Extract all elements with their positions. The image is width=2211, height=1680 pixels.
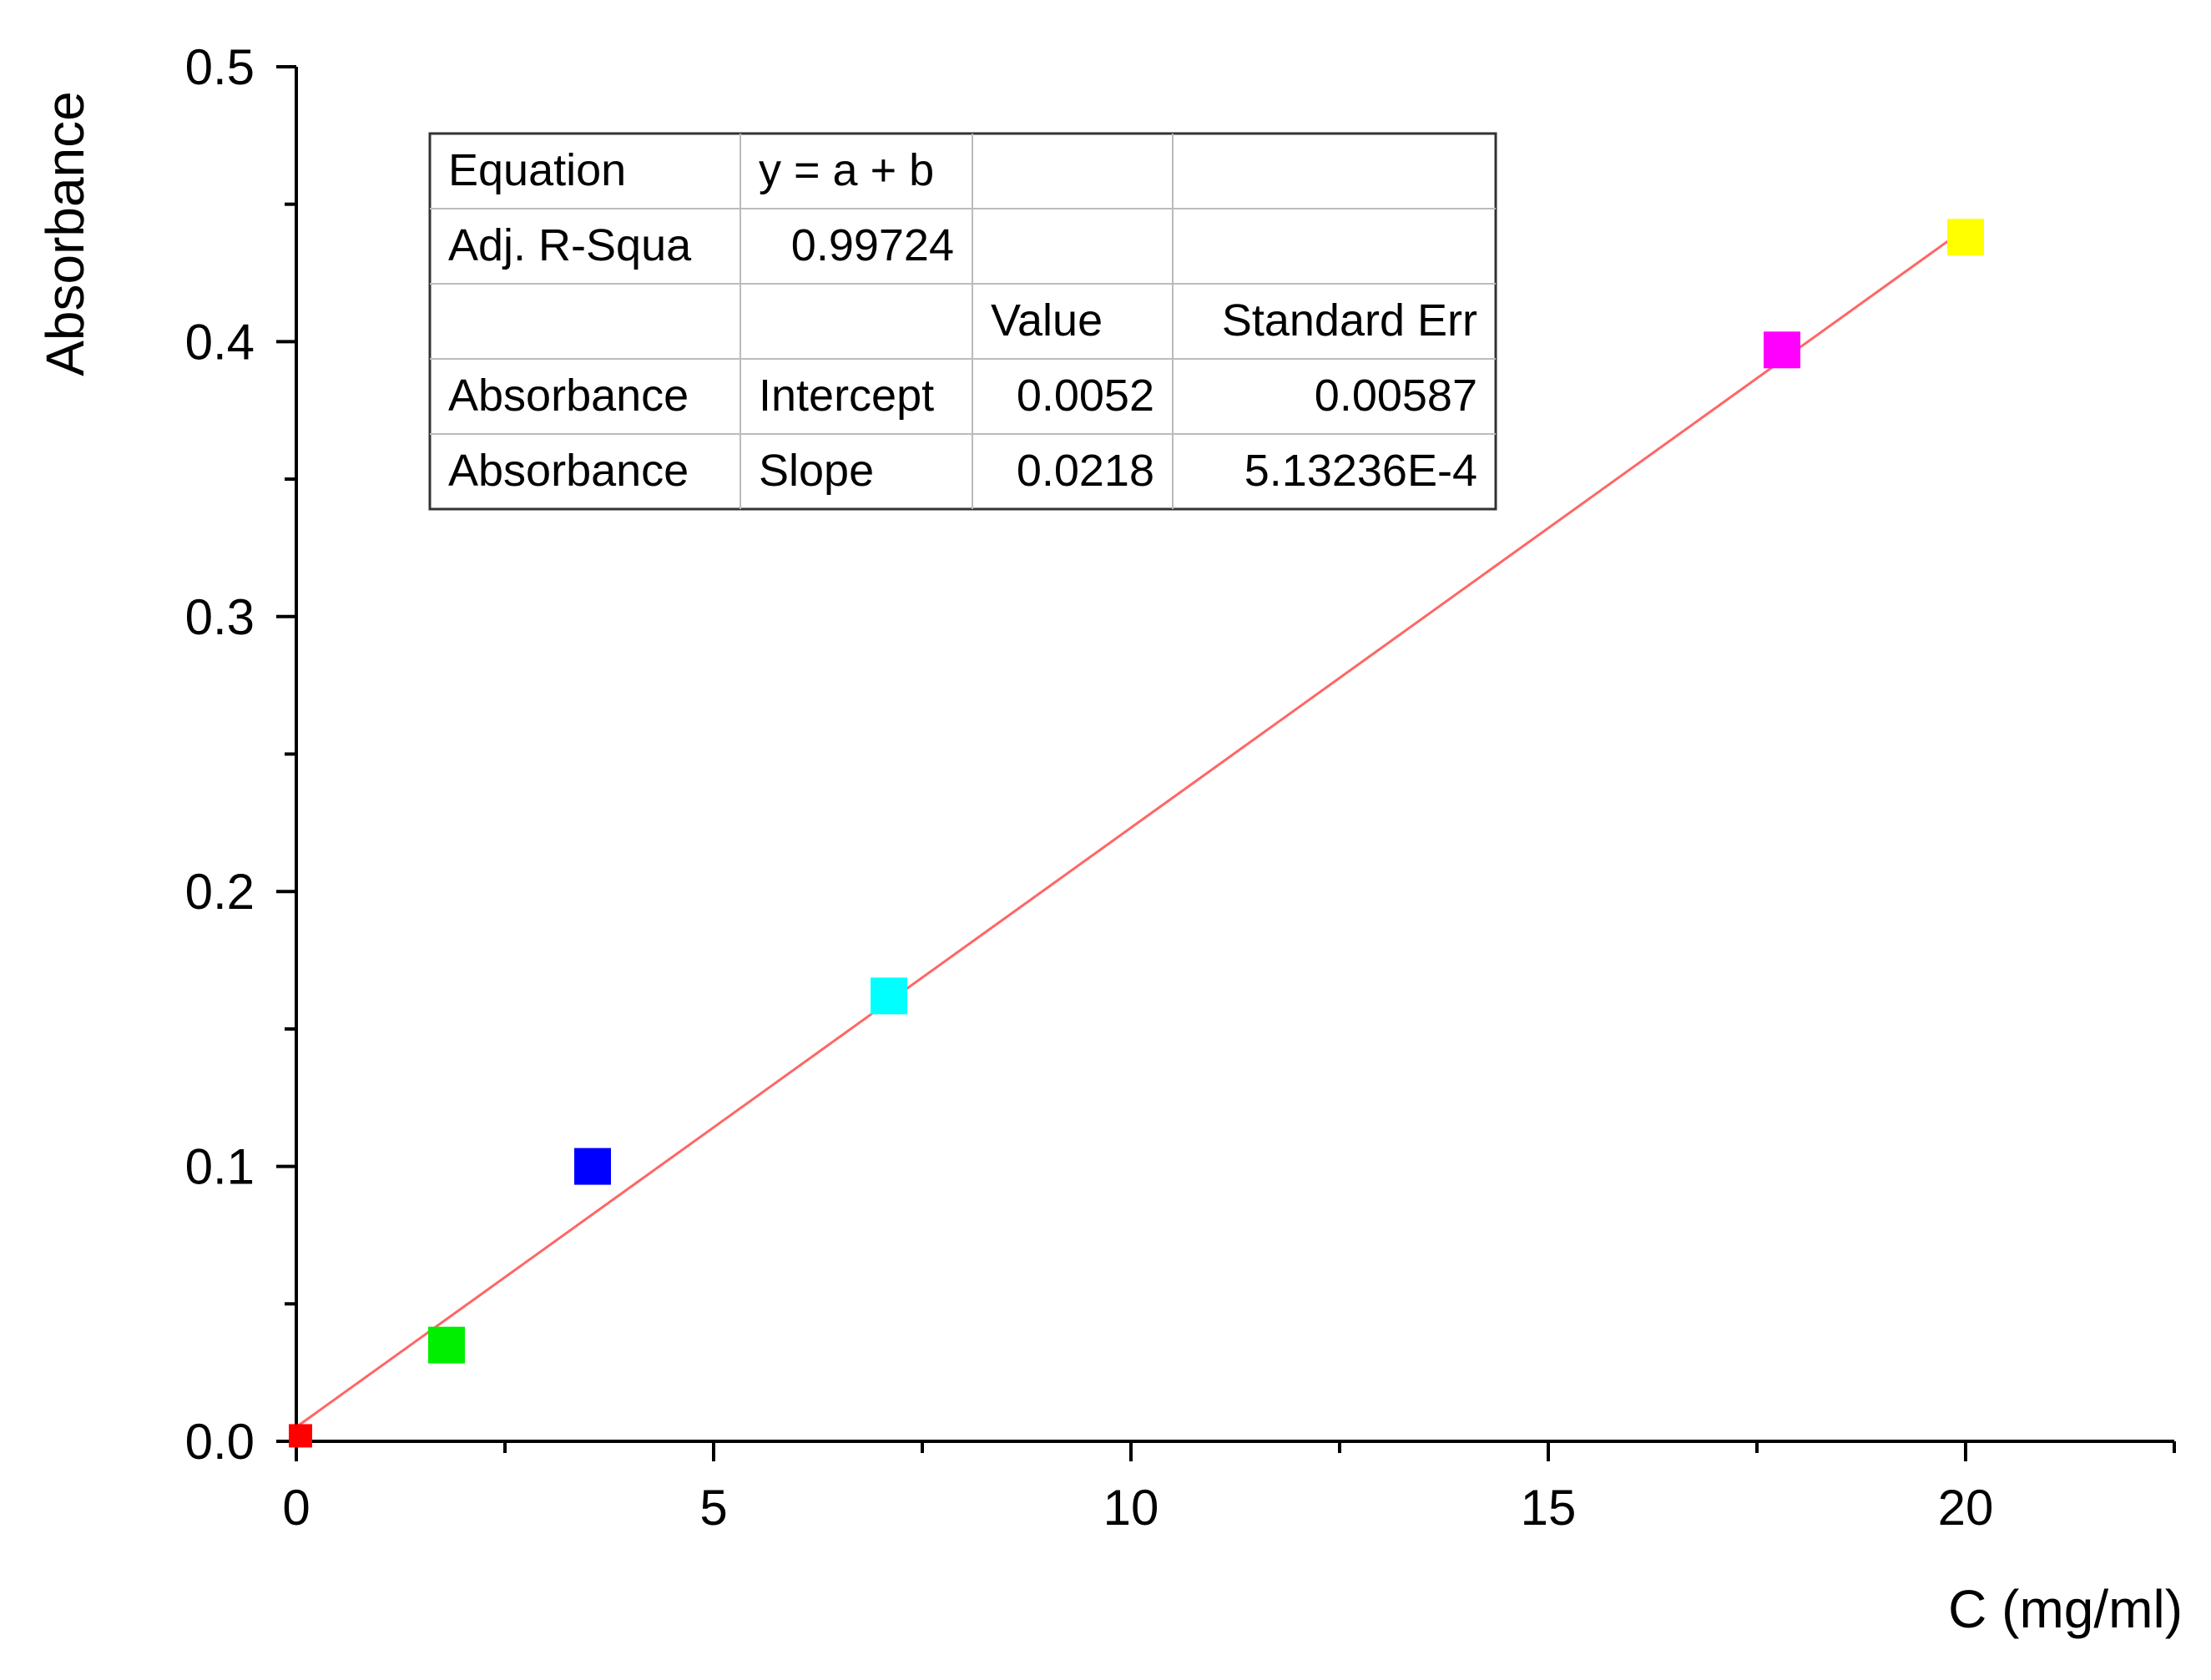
fit-line-layer	[295, 227, 1966, 1429]
fit-line	[295, 227, 1966, 1429]
y-tick-label: 0.3	[185, 589, 255, 645]
data-point	[1947, 219, 1984, 256]
x-tick-label: 15	[1521, 1480, 1577, 1536]
y-tick-label: 0.1	[185, 1139, 255, 1195]
fit-table-cell: Intercept	[759, 371, 934, 421]
x-axis-title: C (mg/ml)	[1948, 1579, 2183, 1639]
data-point	[289, 1424, 312, 1448]
fit-table-cell: 0.99724	[791, 220, 954, 270]
fit-table-cell: 0.0218	[1017, 446, 1154, 496]
fit-table-cell: y = a + b	[759, 145, 934, 195]
y-tick-label: 0.0	[185, 1414, 255, 1470]
y-tick-label: 0.5	[185, 39, 255, 95]
fit-results-table: Equation y = a + b Adj. R-Squa 0.99724 Value…	[428, 132, 1497, 511]
x-tick-label: 0	[282, 1480, 310, 1536]
y-tick-label: 0.2	[185, 864, 255, 920]
fit-table-cell: Value	[991, 295, 1103, 346]
data-point	[428, 1326, 465, 1364]
fit-table-cell: Slope	[759, 446, 874, 496]
fit-table-cell: Standard Err	[1222, 295, 1477, 346]
axes: 0 5 10 15 20 0.0 0.1 0.2 0.3 0.4 0.5	[185, 39, 2176, 1536]
y-tick-label: 0.4	[185, 314, 255, 370]
y-axis-title: Absorbance	[35, 91, 95, 376]
data-point	[1764, 331, 1800, 369]
x-tick-label: 10	[1103, 1480, 1159, 1536]
fit-table-cell: Absorbance	[448, 446, 689, 496]
points-layer	[289, 219, 1984, 1448]
data-point	[574, 1148, 611, 1185]
x-tick-label: 5	[699, 1480, 727, 1536]
fit-table-cell: 0.0052	[1017, 371, 1154, 421]
fit-table-border	[428, 132, 1497, 511]
fit-table-cell: 5.13236E-4	[1244, 446, 1477, 496]
data-point	[871, 977, 907, 1015]
fit-table-cell: 0.00587	[1315, 371, 1477, 421]
fit-table-cell: Equation	[448, 145, 626, 195]
fit-table-cell: Adj. R-Squa	[448, 220, 692, 270]
fit-table-cell: Absorbance	[448, 371, 689, 421]
x-tick-label: 20	[1938, 1480, 1994, 1536]
